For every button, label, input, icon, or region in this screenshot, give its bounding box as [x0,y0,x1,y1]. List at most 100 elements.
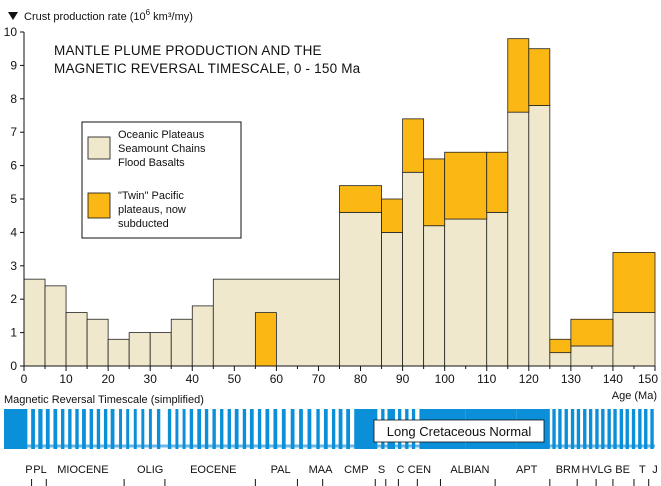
x-tick-label-15: 150 [638,372,658,386]
reversal-interval-54 [564,409,568,449]
chart-title-line2: MAGNETIC REVERSAL TIMESCALE, 0 - 150 Ma [54,61,361,76]
reversal-interval-42 [346,409,351,449]
y-tick-label-9: 9 [10,58,17,72]
reversal-interval-14 [126,409,130,449]
epoch-label-1: PL [33,464,46,476]
reversal-interval-55 [570,409,575,449]
reversal-interval-7 [75,409,79,449]
reversal-interval-5 [61,409,65,449]
bar-base-4 [107,338,130,367]
reversal-interval-62 [613,409,617,449]
legend-base-line1: Oceanic Plateaus [118,129,205,141]
reversal-interval-10 [96,409,101,449]
x-tick-label-14: 140 [603,372,623,386]
reversal-interval-9 [89,409,93,449]
x-tick-label-13: 130 [561,372,581,386]
long-normal-label: Long Cretaceous Normal [387,424,532,439]
x-tick-label-1: 10 [59,372,73,386]
x-tick-label-4: 40 [186,372,200,386]
x-axis-label: Age (Ma) [612,390,657,402]
legend-twin-line3: subducted [118,218,169,230]
y-tick-label-1: 1 [10,326,17,340]
y-tick-label-7: 7 [10,125,17,139]
reversal-interval-25 [212,409,216,449]
y-tick-label-6: 6 [10,159,17,173]
y-tick-label-0: 0 [10,359,17,373]
legend: Oceanic Plateaus Seamount Chains Flood B… [81,121,242,239]
reversal-interval-26 [220,409,224,449]
epoch-label-17: T [639,464,646,476]
bar-base-11 [381,231,404,367]
reversal-interval-41 [338,409,343,449]
bar-base-5 [128,332,151,367]
bar-base-20 [612,312,656,367]
y-axis-arrow-icon [8,12,18,20]
reversal-interval-57 [583,409,587,449]
legend-swatch-twin [87,192,111,219]
bar-base-6 [149,332,172,367]
bar-base-15 [486,211,509,367]
reversal-interval-8 [82,409,86,449]
bar-base-13 [423,225,446,367]
reversal-interval-28 [234,409,239,449]
bar-twin-6 [486,151,509,213]
bar-twin-2 [381,198,404,233]
epoch-label-8: S [378,464,385,476]
reversal-interval-65 [631,409,636,449]
reversal-interval-63 [619,409,624,449]
reversal-interval-35 [290,409,295,449]
reversal-interval-1 [31,409,35,449]
bar-base-3 [86,318,109,367]
reversal-interval-43 [354,409,378,449]
reversal-interval-3 [45,409,50,449]
epoch-label-7: CMP [344,464,368,476]
reversal-interval-19 [167,409,172,449]
epoch-label-12: APT [516,464,538,476]
bars-group [23,38,656,367]
reversal-interval-53 [558,409,562,449]
x-tick-label-10: 100 [435,372,455,386]
reversal-interval-20 [175,409,179,449]
y-tick-label-5: 5 [10,192,17,206]
epoch-labels: P PL MIOCENE OLIG EOCENE PAL MAA CMP S C CEN ALBIAN… [25,464,658,486]
reversal-interval-0 [4,409,28,449]
reversal-interval-58 [588,409,593,449]
epoch-label-16: BE [615,464,630,476]
legend-twin-line1: "Twin" Pacific [118,190,184,202]
reversal-timescale [4,409,655,449]
reversal-interval-12 [110,409,115,449]
bar-twin-5 [444,151,488,220]
long-normal-label-box [373,419,545,443]
reversal-label: Magnetic Reversal Timescale (simplified) [4,394,204,406]
y-tick-label-2: 2 [10,292,17,306]
bar-base-0 [23,278,46,367]
reversal-interval-37 [307,409,312,449]
reversal-interval-34 [281,409,286,449]
reversal-interval-64 [625,409,629,449]
x-tick-label-11: 110 [477,372,496,386]
epoch-label-11: ALBIAN [450,464,489,476]
bar-base-18 [549,352,572,367]
reversal-interval-27 [227,409,231,449]
bar-twin-4 [423,158,446,227]
y-tick-label-8: 8 [10,92,17,106]
x-tick-label-9: 90 [396,372,410,386]
bar-base-14 [444,218,488,367]
bar-base-12 [402,171,425,367]
bar-base-17 [528,105,551,367]
legend-twin-line2: plateaus, now [118,204,186,216]
reversal-interval-33 [273,409,278,449]
reversal-interval-23 [197,409,202,449]
bar-twin-9 [549,338,572,354]
reversal-interval-15 [133,409,137,449]
reversal-interval-18 [156,409,161,449]
reversal-interval-52 [552,409,556,449]
ylabel-prefix: Crust production rate (10 [24,11,146,23]
bar-twin-7 [507,38,530,113]
bar-base-10 [339,211,382,367]
reversal-interval-6 [68,409,72,449]
reversal-interval-2 [38,409,43,449]
reversal-interval-61 [607,409,611,449]
bar-twin-1 [339,185,382,213]
